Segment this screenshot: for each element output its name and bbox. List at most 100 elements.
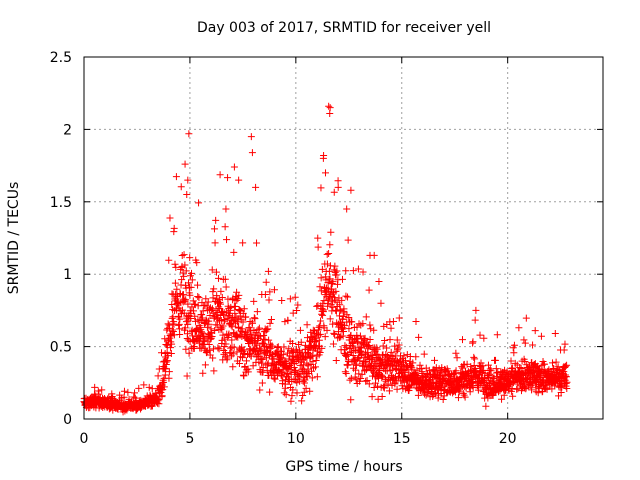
data-point: [180, 272, 188, 280]
data-point: [212, 216, 220, 224]
data-point: [479, 362, 487, 370]
data-point: [289, 386, 297, 394]
data-point: [230, 248, 238, 256]
data-point: [217, 300, 225, 308]
data-point: [296, 361, 304, 369]
data-point: [389, 317, 397, 325]
x-tick-label: 5: [185, 431, 194, 447]
data-point: [439, 395, 447, 403]
data-point: [282, 391, 290, 399]
data-point: [163, 348, 171, 356]
data-point: [170, 224, 178, 232]
data-point: [471, 316, 479, 324]
data-point: [313, 302, 321, 310]
data-point: [228, 323, 236, 331]
data-point: [362, 313, 370, 321]
data-point: [186, 291, 194, 299]
data-point: [336, 301, 344, 309]
data-point: [308, 374, 316, 382]
data-point: [329, 340, 337, 348]
data-point: [294, 371, 302, 379]
data-point: [176, 330, 184, 338]
data-point: [161, 364, 169, 372]
data-point: [370, 326, 378, 334]
data-point: [168, 314, 176, 322]
data-point: [325, 102, 333, 110]
data-point: [359, 320, 367, 328]
data-point: [347, 186, 355, 194]
data-point: [393, 385, 401, 393]
data-point: [205, 320, 213, 328]
data-point: [431, 356, 439, 364]
data-point: [378, 374, 386, 382]
data-point: [218, 294, 226, 302]
data-point: [274, 366, 282, 374]
data-point: [307, 360, 315, 368]
data-point: [326, 315, 334, 323]
data-point: [229, 350, 237, 358]
data-point: [299, 391, 307, 399]
data-point: [324, 296, 332, 304]
data-point: [472, 306, 480, 314]
y-tick-label: 0: [63, 412, 72, 428]
data-point: [120, 393, 128, 401]
data-point: [345, 325, 353, 333]
data-point: [247, 352, 255, 360]
data-point: [414, 391, 422, 399]
data-point: [248, 331, 256, 339]
data-point: [497, 368, 505, 376]
data-point: [315, 336, 323, 344]
data-point: [264, 325, 272, 333]
data-point: [158, 392, 166, 400]
data-point: [377, 299, 385, 307]
data-point: [297, 338, 305, 346]
data-point: [373, 345, 381, 353]
data-point: [557, 388, 565, 396]
data-point: [161, 335, 169, 343]
data-point: [230, 343, 238, 351]
data-point: [235, 176, 243, 184]
data-point: [186, 254, 194, 262]
data-point: [175, 321, 183, 329]
data-point: [340, 327, 348, 335]
y-tick-label: 0.5: [50, 340, 72, 356]
data-point: [319, 308, 327, 316]
data-point: [395, 314, 403, 322]
plot-frame: [83, 56, 604, 420]
data-point: [314, 234, 322, 242]
data-point: [253, 351, 261, 359]
data-point: [176, 315, 184, 323]
data-point: [178, 306, 186, 314]
data-point: [316, 330, 324, 338]
data-point: [239, 318, 247, 326]
data-point: [393, 336, 401, 344]
data-point: [212, 268, 220, 276]
data-point: [344, 293, 352, 301]
data-point: [281, 384, 289, 392]
data-point: [347, 331, 355, 339]
data-point: [216, 171, 224, 179]
data-point: [458, 336, 466, 344]
data-point: [231, 295, 239, 303]
data-point: [189, 297, 197, 305]
data-point: [422, 391, 430, 399]
data-point: [220, 350, 228, 358]
data-point: [325, 294, 333, 302]
data-point: [209, 354, 217, 362]
data-point: [162, 365, 170, 373]
data-point: [510, 349, 518, 357]
data-point: [449, 371, 457, 379]
data-points: [80, 102, 571, 416]
data-point: [235, 291, 243, 299]
data-point: [318, 265, 326, 273]
data-point: [330, 188, 338, 196]
data-point: [301, 376, 309, 384]
data-point: [402, 357, 410, 365]
data-point: [242, 357, 250, 365]
data-point: [469, 338, 477, 346]
data-point: [332, 271, 340, 279]
data-point: [261, 342, 269, 350]
data-point: [198, 329, 206, 337]
data-point: [352, 376, 360, 384]
data-point: [416, 361, 424, 369]
